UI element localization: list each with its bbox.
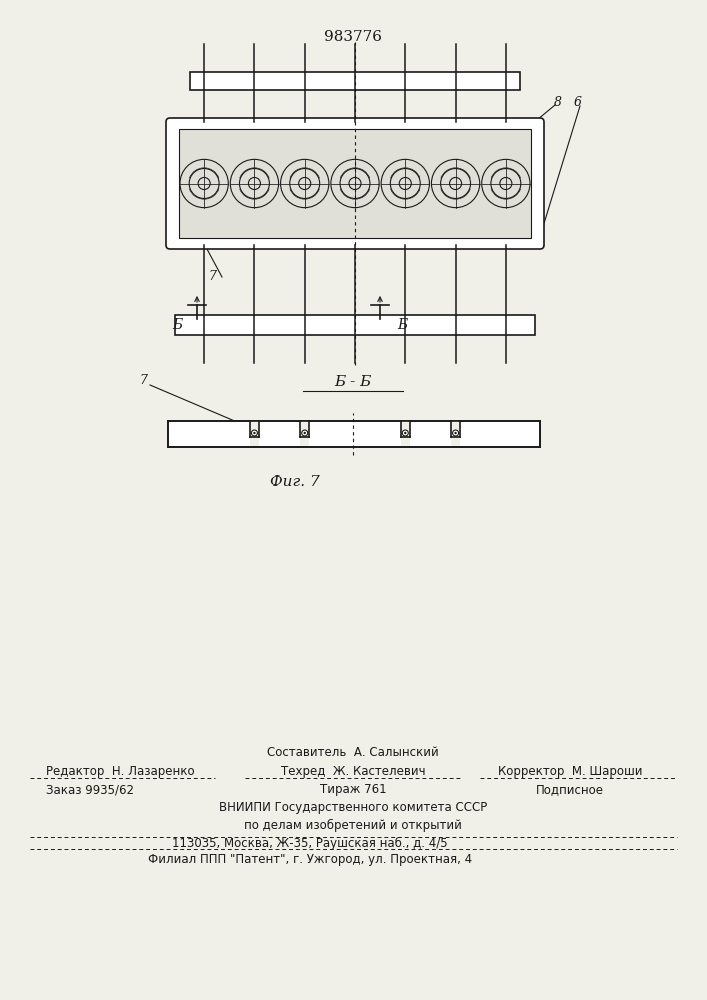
Text: Подписное: Подписное: [536, 784, 604, 796]
Bar: [175, 315, 535, 335]
Text: Б - Б: Б - Б: [334, 375, 372, 389]
Bar: [168, 421, 540, 447]
Text: Заказ 9935/62: Заказ 9935/62: [46, 784, 134, 796]
Circle shape: [180, 159, 228, 208]
Text: Составитель  А. Салынский: Составитель А. Салынский: [267, 746, 439, 758]
Circle shape: [302, 430, 308, 436]
Circle shape: [481, 159, 530, 208]
Text: Фиг. 7: Фиг. 7: [270, 475, 320, 489]
Text: Б: Б: [172, 318, 182, 332]
Text: 113035, Москва, Ж-35, Раушская наб., д. 4/5: 113035, Москва, Ж-35, Раушская наб., д. …: [173, 836, 448, 850]
Circle shape: [253, 432, 256, 434]
Text: ВНИИПИ Государственного комитета СССР: ВНИИПИ Государственного комитета СССР: [219, 802, 487, 814]
FancyBboxPatch shape: [166, 118, 544, 249]
Circle shape: [381, 159, 429, 208]
Circle shape: [404, 432, 407, 434]
Circle shape: [281, 159, 329, 208]
Circle shape: [331, 159, 379, 208]
Circle shape: [452, 430, 459, 436]
Bar: [451, 421, 460, 446]
Circle shape: [431, 159, 480, 208]
Text: Редактор  Н. Лазаренко: Редактор Н. Лазаренко: [46, 766, 194, 778]
Bar: [401, 421, 410, 446]
Circle shape: [252, 430, 257, 436]
Circle shape: [230, 159, 279, 208]
Bar: [190, 72, 520, 90]
Text: 983776: 983776: [324, 30, 382, 44]
Text: 7: 7: [139, 374, 147, 387]
Circle shape: [303, 432, 306, 434]
Bar: [250, 421, 259, 446]
Text: Техред  Ж. Кастелевич: Техред Ж. Кастелевич: [281, 766, 426, 778]
Bar: [300, 421, 309, 446]
Circle shape: [455, 432, 457, 434]
Bar: [179, 129, 531, 238]
Text: 8: 8: [554, 96, 562, 108]
Text: 6: 6: [574, 96, 582, 108]
Circle shape: [402, 430, 408, 436]
Text: 7: 7: [208, 269, 216, 282]
Text: Б: Б: [397, 318, 407, 332]
Text: Тираж 761: Тираж 761: [320, 784, 386, 796]
Text: по делам изобретений и открытий: по делам изобретений и открытий: [244, 818, 462, 832]
Text: Филиал ППП "Патент", г. Ужгород, ул. Проектная, 4: Филиал ППП "Патент", г. Ужгород, ул. Про…: [148, 854, 472, 866]
Text: Корректор  М. Шароши: Корректор М. Шароши: [498, 766, 642, 778]
